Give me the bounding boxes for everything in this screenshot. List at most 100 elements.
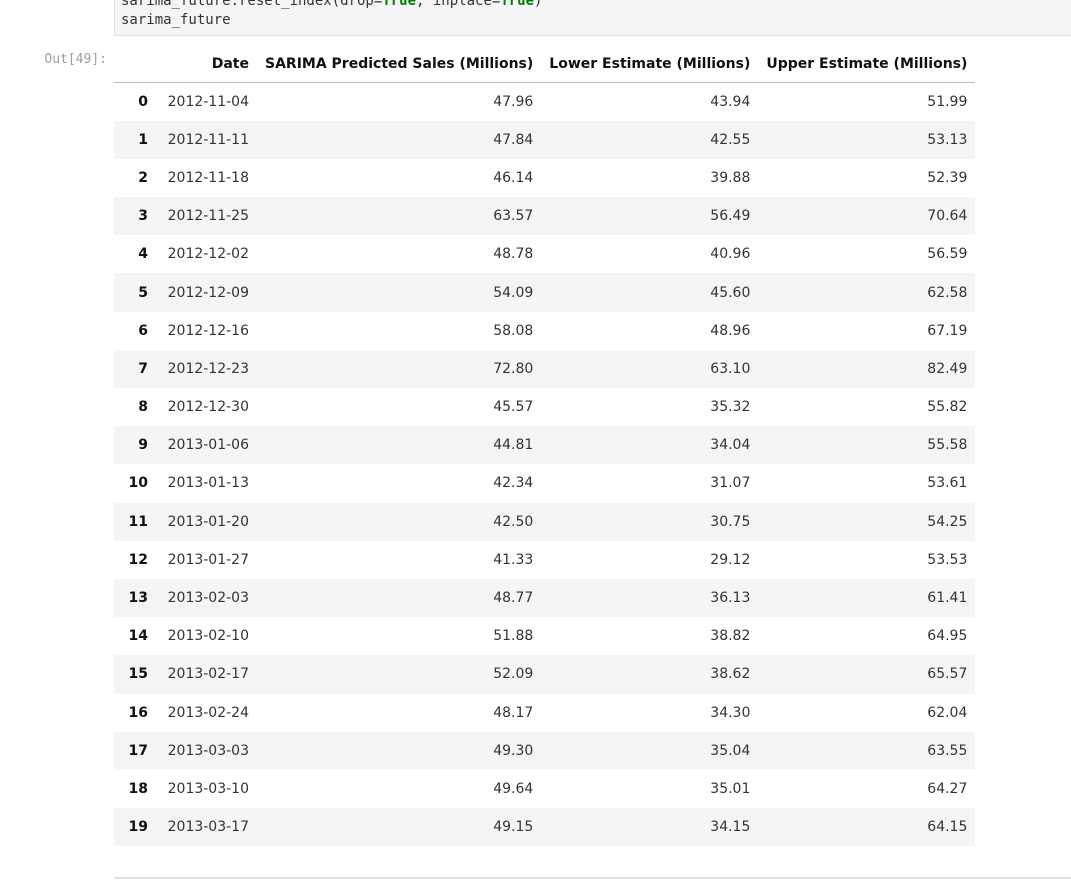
- table-row: 3 2012-11-25 63.57 56.49 70.64: [114, 197, 976, 236]
- row-index: 2: [138, 169, 148, 186]
- table-row: 6 2012-12-16 58.08 48.96 67.19: [114, 311, 976, 350]
- row-index: 1: [138, 131, 148, 148]
- row-index: 4: [138, 246, 148, 263]
- code-input-cell[interactable]: sarima_future.reset_index(drop=True, inp…: [114, 0, 1071, 36]
- table-row: 2 2012-11-18 46.14 39.88 52.39: [114, 158, 976, 198]
- header-date: Date: [156, 45, 257, 83]
- cell-upper-estimate: 63.55: [927, 742, 968, 759]
- table-row: 5 2012-12-09 54.09 45.60 62.58: [114, 273, 976, 312]
- cell-upper-estimate: 61.41: [927, 590, 968, 607]
- cell-lower-estimate: 29.12: [710, 551, 751, 568]
- cell-predicted-sales: 45.57: [493, 399, 534, 416]
- header-predicted-sales: SARIMA Predicted Sales (Millions): [257, 45, 542, 83]
- cell-lower-estimate: 63.10: [710, 360, 751, 377]
- cell-date: 2013-02-10: [167, 628, 249, 645]
- cell-predicted-sales: 42.50: [493, 513, 534, 530]
- cell-predicted-sales: 48.78: [493, 246, 534, 263]
- table-row: 4 2012-12-02 48.78 40.96 56.59: [114, 235, 976, 274]
- code-line-variable: sarima_future: [121, 12, 231, 28]
- header-lower-estimate: Lower Estimate (Millions): [541, 45, 759, 83]
- cell-predicted-sales: 52.09: [493, 666, 534, 683]
- cell-predicted-sales: 49.15: [493, 819, 534, 836]
- row-index: 0: [138, 93, 148, 110]
- cell-upper-estimate: 54.25: [927, 513, 968, 530]
- row-index: 18: [128, 780, 148, 797]
- cell-upper-estimate: 64.27: [927, 780, 968, 797]
- cell-lower-estimate: 34.15: [710, 819, 751, 836]
- code-line-reset-index: sarima_future.reset_index(drop=True, inp…: [121, 0, 543, 9]
- row-index: 7: [138, 360, 148, 377]
- cell-date: 2012-11-11: [167, 131, 249, 148]
- row-index: 6: [138, 322, 148, 339]
- table-row: 0 2012-11-04 47.96 43.94 51.99: [114, 82, 976, 121]
- cell-predicted-sales: 48.17: [493, 704, 534, 721]
- cell-date: 2012-12-23: [167, 360, 249, 377]
- dataframe-table: Date SARIMA Predicted Sales (Millions) L…: [114, 45, 976, 847]
- cell-upper-estimate: 62.58: [927, 284, 968, 301]
- cell-upper-estimate: 55.82: [927, 399, 968, 416]
- cell-date: 2013-01-13: [167, 475, 249, 492]
- table-header-row: Date SARIMA Predicted Sales (Millions) L…: [114, 45, 976, 83]
- cell-upper-estimate: 67.19: [927, 322, 968, 339]
- cell-date: 2013-01-06: [167, 437, 249, 454]
- cell-predicted-sales: 63.57: [493, 208, 534, 225]
- table-row: 10 2013-01-13 42.34 31.07 53.61: [114, 464, 976, 503]
- cell-lower-estimate: 38.62: [710, 666, 751, 683]
- cell-lower-estimate: 35.32: [710, 399, 751, 416]
- row-index: 8: [138, 399, 148, 416]
- cell-upper-estimate: 53.53: [927, 551, 968, 568]
- cell-upper-estimate: 55.58: [927, 437, 968, 454]
- table-row: 7 2012-12-23 72.80 63.10 82.49: [114, 349, 976, 388]
- cell-lower-estimate: 36.13: [710, 590, 751, 607]
- cell-predicted-sales: 44.81: [493, 437, 534, 454]
- cell-lower-estimate: 42.55: [710, 131, 751, 148]
- table-row: 1 2012-11-11 47.84 42.55 53.13: [114, 120, 976, 159]
- cell-date: 2012-11-25: [167, 208, 249, 225]
- cell-date: 2013-01-27: [167, 551, 249, 568]
- cell-upper-estimate: 53.61: [927, 475, 968, 492]
- row-index: 17: [128, 742, 148, 759]
- cell-lower-estimate: 35.01: [710, 780, 751, 797]
- cell-predicted-sales: 49.64: [493, 780, 534, 797]
- cell-lower-estimate: 56.49: [710, 208, 751, 225]
- table-row: 14 2013-02-10 51.88 38.82 64.95: [114, 617, 976, 656]
- cell-date: 2013-03-10: [167, 780, 249, 797]
- table-row: 17 2013-03-03 49.30 35.04 63.55: [114, 731, 976, 770]
- cell-upper-estimate: 52.39: [927, 169, 968, 186]
- cell-date: 2012-11-18: [167, 169, 249, 186]
- cell-lower-estimate: 39.88: [710, 169, 751, 186]
- cell-date: 2012-12-30: [167, 399, 249, 416]
- cell-upper-estimate: 70.64: [927, 208, 968, 225]
- cell-predicted-sales: 58.08: [493, 322, 534, 339]
- cell-lower-estimate: 45.60: [710, 284, 751, 301]
- row-index: 16: [128, 704, 148, 721]
- cell-date: 2013-02-17: [167, 666, 249, 683]
- table-row: 13 2013-02-03 48.77 36.13 61.41: [114, 578, 976, 618]
- cell-lower-estimate: 34.30: [710, 704, 751, 721]
- row-index: 9: [138, 437, 148, 454]
- cell-lower-estimate: 34.04: [710, 437, 751, 454]
- row-index: 3: [138, 208, 148, 225]
- cell-lower-estimate: 31.07: [710, 475, 751, 492]
- row-index: 10: [128, 475, 148, 492]
- cell-predicted-sales: 54.09: [493, 284, 534, 301]
- cell-predicted-sales: 46.14: [493, 169, 534, 186]
- cell-lower-estimate: 30.75: [710, 513, 751, 530]
- cell-date: 2013-02-03: [167, 590, 249, 607]
- table-row: 18 2013-03-10 49.64 35.01 64.27: [114, 769, 976, 809]
- row-index: 12: [128, 551, 148, 568]
- cell-upper-estimate: 82.49: [927, 360, 968, 377]
- cell-lower-estimate: 48.96: [710, 322, 751, 339]
- cell-predicted-sales: 42.34: [493, 475, 534, 492]
- cell-upper-estimate: 56.59: [927, 246, 968, 263]
- cell-lower-estimate: 35.04: [710, 742, 751, 759]
- cell-predicted-sales: 51.88: [493, 628, 534, 645]
- cell-date: 2013-03-03: [167, 742, 249, 759]
- cell-upper-estimate: 62.04: [927, 704, 968, 721]
- cell-predicted-sales: 72.80: [493, 360, 534, 377]
- cell-predicted-sales: 49.30: [493, 742, 534, 759]
- cell-lower-estimate: 40.96: [710, 246, 751, 263]
- table-row: 12 2013-01-27 41.33 29.12 53.53: [114, 540, 976, 579]
- row-index: 14: [128, 628, 148, 645]
- cell-upper-estimate: 64.95: [927, 628, 968, 645]
